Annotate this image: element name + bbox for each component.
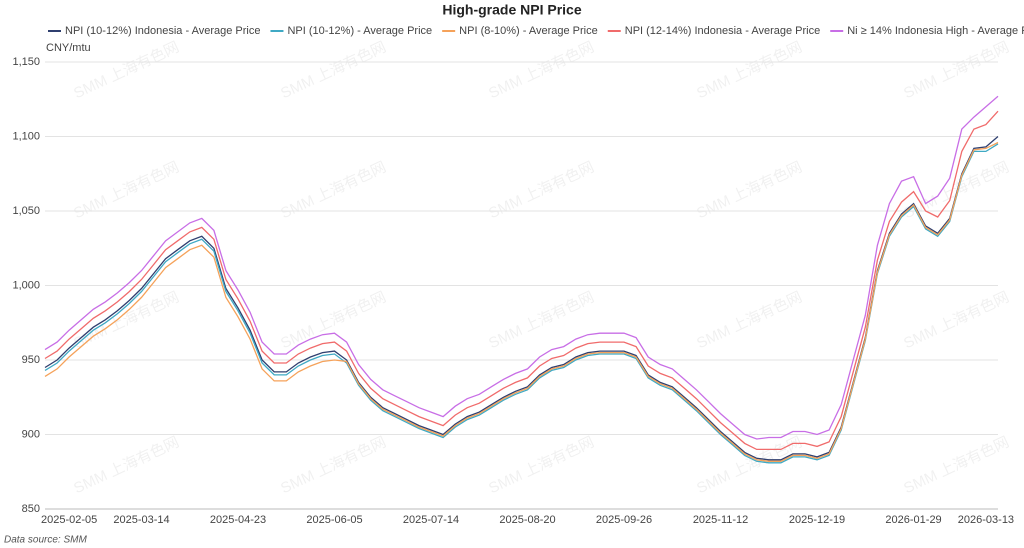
watermark: SMM 上海有色网	[278, 159, 389, 223]
watermark: SMM 上海有色网	[901, 289, 1012, 353]
legend: NPI (10-12%) Indonesia - Average Price NP…	[48, 25, 1024, 37]
watermark: SMM 上海有色网	[71, 289, 182, 353]
x-tick-label: 2025-03-14	[113, 514, 169, 526]
x-tick-label: 2025-02-05	[41, 514, 97, 526]
watermark: SMM 上海有色网	[901, 39, 1012, 103]
watermark: SMM 上海有色网	[901, 434, 1012, 498]
series-line	[44, 95, 999, 440]
x-tick-label: 2025-09-26	[596, 514, 652, 526]
watermark: SMM 上海有色网	[278, 434, 389, 498]
watermark: SMM 上海有色网	[694, 289, 805, 353]
series-line	[44, 141, 999, 462]
watermark: SMM 上海有色网	[71, 434, 182, 498]
watermarks: SMM 上海有色网 SMM 上海有色网 SMM 上海有色网 SMM 上海有色网 SMM …	[71, 39, 1012, 498]
y-tick-label: 850	[22, 503, 40, 515]
legend-label: NPI (10-12%) - Average Price	[287, 25, 432, 37]
x-tick-label: 2025-12-19	[789, 514, 845, 526]
x-tick-label: 2025-11-12	[693, 514, 748, 526]
x-tick-label: 2026-03-13	[958, 514, 1014, 526]
x-tick-label: 2025-07-14	[403, 514, 459, 526]
watermark: SMM 上海有色网	[486, 434, 597, 498]
chart-title: High-grade NPI Price	[442, 2, 581, 18]
y-tick-label: 1,050	[12, 205, 40, 217]
series-line	[44, 136, 999, 461]
source-note: Data source: SMM	[4, 535, 87, 546]
y-tick-label: 900	[22, 428, 40, 440]
legend-label: NPI (12-14%) Indonesia - Average Price	[625, 25, 820, 37]
x-tick-label: 2025-08-20	[499, 514, 555, 526]
x-tick-label: 2025-06-05	[306, 514, 362, 526]
x-tick-label: 2025-04-23	[210, 514, 266, 526]
watermark: SMM 上海有色网	[694, 159, 805, 223]
watermark: SMM 上海有色网	[694, 434, 805, 498]
series-line	[44, 110, 999, 451]
watermark: SMM 上海有色网	[486, 159, 597, 223]
y-tick-label: 1,150	[12, 56, 40, 68]
legend-label: NPI (8-10%) - Average Price	[459, 25, 598, 37]
y-axis-unit: CNY/mtu	[46, 42, 91, 54]
watermark: SMM 上海有色网	[486, 289, 597, 353]
watermark: SMM 上海有色网	[694, 39, 805, 103]
y-tick-label: 1,000	[12, 279, 40, 291]
y-tick-label: 950	[22, 354, 40, 366]
watermark: SMM 上海有色网	[71, 159, 182, 223]
y-tick-label: 1,100	[12, 130, 40, 142]
legend-label: Ni ≥ 14% Indonesia High - Average Price	[847, 25, 1024, 37]
watermark: SMM 上海有色网	[486, 39, 597, 103]
watermark: SMM 上海有色网	[278, 39, 389, 103]
legend-label: NPI (10-12%) Indonesia - Average Price	[65, 25, 260, 37]
x-tick-label: 2026-01-29	[885, 514, 941, 526]
